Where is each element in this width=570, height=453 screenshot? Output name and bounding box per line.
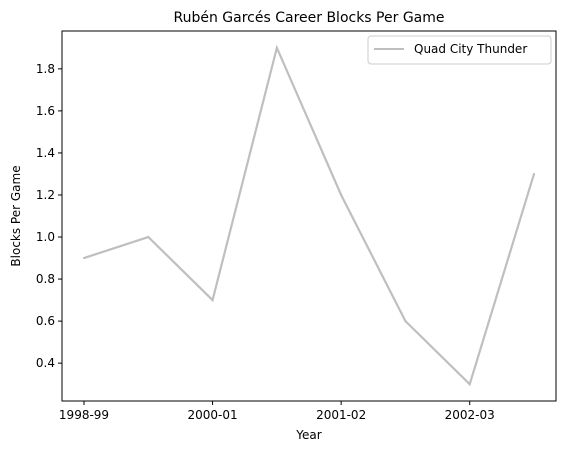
data-point bbox=[532, 172, 536, 176]
y-axis: 0.4 0.6 0.8 1.0 1.2 1.4 1.6 1.8 bbox=[36, 62, 62, 370]
legend-box bbox=[367, 35, 552, 65]
data-point bbox=[340, 193, 343, 197]
y-tick-label: 1.8 bbox=[36, 62, 55, 76]
data-point bbox=[211, 298, 214, 302]
y-tick-label: 1.4 bbox=[36, 146, 55, 160]
data-point bbox=[82, 256, 86, 260]
data-point bbox=[275, 46, 278, 49]
y-tick-label: 0.8 bbox=[36, 272, 55, 286]
series-lines bbox=[82, 44, 536, 387]
x-tick-label: 1998-99 bbox=[59, 408, 109, 422]
y-tick-label: 1.6 bbox=[36, 104, 55, 118]
y-tick-label: 1.0 bbox=[36, 230, 55, 244]
x-axis-label: Year bbox=[295, 428, 321, 442]
series-line bbox=[83, 44, 536, 387]
data-point bbox=[147, 235, 150, 239]
y-tick-label: 0.4 bbox=[36, 356, 55, 370]
data-point bbox=[404, 320, 407, 323]
legend: Quad City Thunder bbox=[367, 35, 552, 65]
y-tick-label: 0.6 bbox=[36, 314, 55, 328]
x-tick-label: 2001-02 bbox=[316, 408, 366, 422]
x-tick-label: 2000-01 bbox=[188, 408, 238, 422]
chart-title: Rubén Garcés Career Blocks Per Game bbox=[173, 10, 444, 26]
data-point bbox=[468, 383, 471, 386]
legend-entry: Quad City Thunder bbox=[414, 42, 527, 56]
y-axis-label: Blocks Per Game bbox=[9, 165, 23, 266]
plot-area bbox=[61, 30, 557, 402]
x-tick-label: 2002-03 bbox=[445, 408, 495, 422]
y-tick-label: 1.2 bbox=[36, 188, 55, 202]
